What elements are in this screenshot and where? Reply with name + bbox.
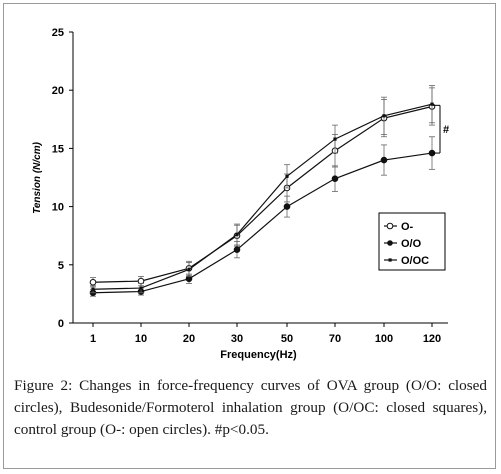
x-tick-label: 70 — [329, 333, 341, 345]
y-tick-label: 20 — [52, 85, 64, 97]
data-point — [380, 156, 388, 164]
data-point — [235, 232, 239, 237]
legend-label: O- — [401, 221, 414, 233]
x-tick-label: 20 — [183, 333, 195, 345]
x-tick-label: 120 — [423, 333, 441, 345]
series-line-o-oc — [92, 103, 433, 290]
y-tick-label: 0 — [58, 318, 64, 330]
y-tick-label: 15 — [52, 143, 64, 155]
y-tick-label: 5 — [58, 260, 64, 272]
legend-marker — [387, 240, 393, 246]
x-tick-label: 100 — [375, 333, 393, 345]
series-line-o- — [92, 105, 433, 283]
data-point — [333, 137, 337, 141]
legend-label: O/OC — [401, 255, 429, 267]
x-axis-title: Frequency(Hz) — [220, 349, 297, 361]
data-point — [91, 287, 95, 291]
figure-caption: Figure 2: Changes in force-frequency cur… — [14, 377, 487, 438]
x-tick-label: 30 — [231, 333, 243, 345]
y-tick-label: 25 — [52, 27, 64, 39]
data-point — [139, 286, 143, 290]
data-point — [382, 114, 386, 118]
data-point — [331, 175, 339, 182]
x-tick-label: 50 — [281, 333, 293, 345]
data-point — [283, 203, 291, 210]
series-line-o-o — [92, 152, 433, 294]
legend-marker — [386, 222, 394, 230]
force-frequency-chart: 0 5 10 15 20 25 1 10 20 30 50 70 100 120 Frequency(Hz)… — [32, 27, 449, 361]
data-point — [233, 246, 241, 253]
x-tick-label: 1 — [90, 333, 96, 345]
data-point — [430, 102, 434, 106]
data-point — [89, 278, 97, 286]
y-tick-label: 10 — [52, 202, 64, 214]
x-tick-label: 10 — [135, 333, 147, 345]
legend-marker — [388, 258, 392, 262]
data-point — [285, 174, 289, 178]
y-axis-title: Tension (N/cm) — [32, 141, 43, 214]
significance-annotation: # — [443, 124, 449, 136]
data-point — [187, 267, 191, 272]
legend-label: O/O — [401, 238, 422, 250]
